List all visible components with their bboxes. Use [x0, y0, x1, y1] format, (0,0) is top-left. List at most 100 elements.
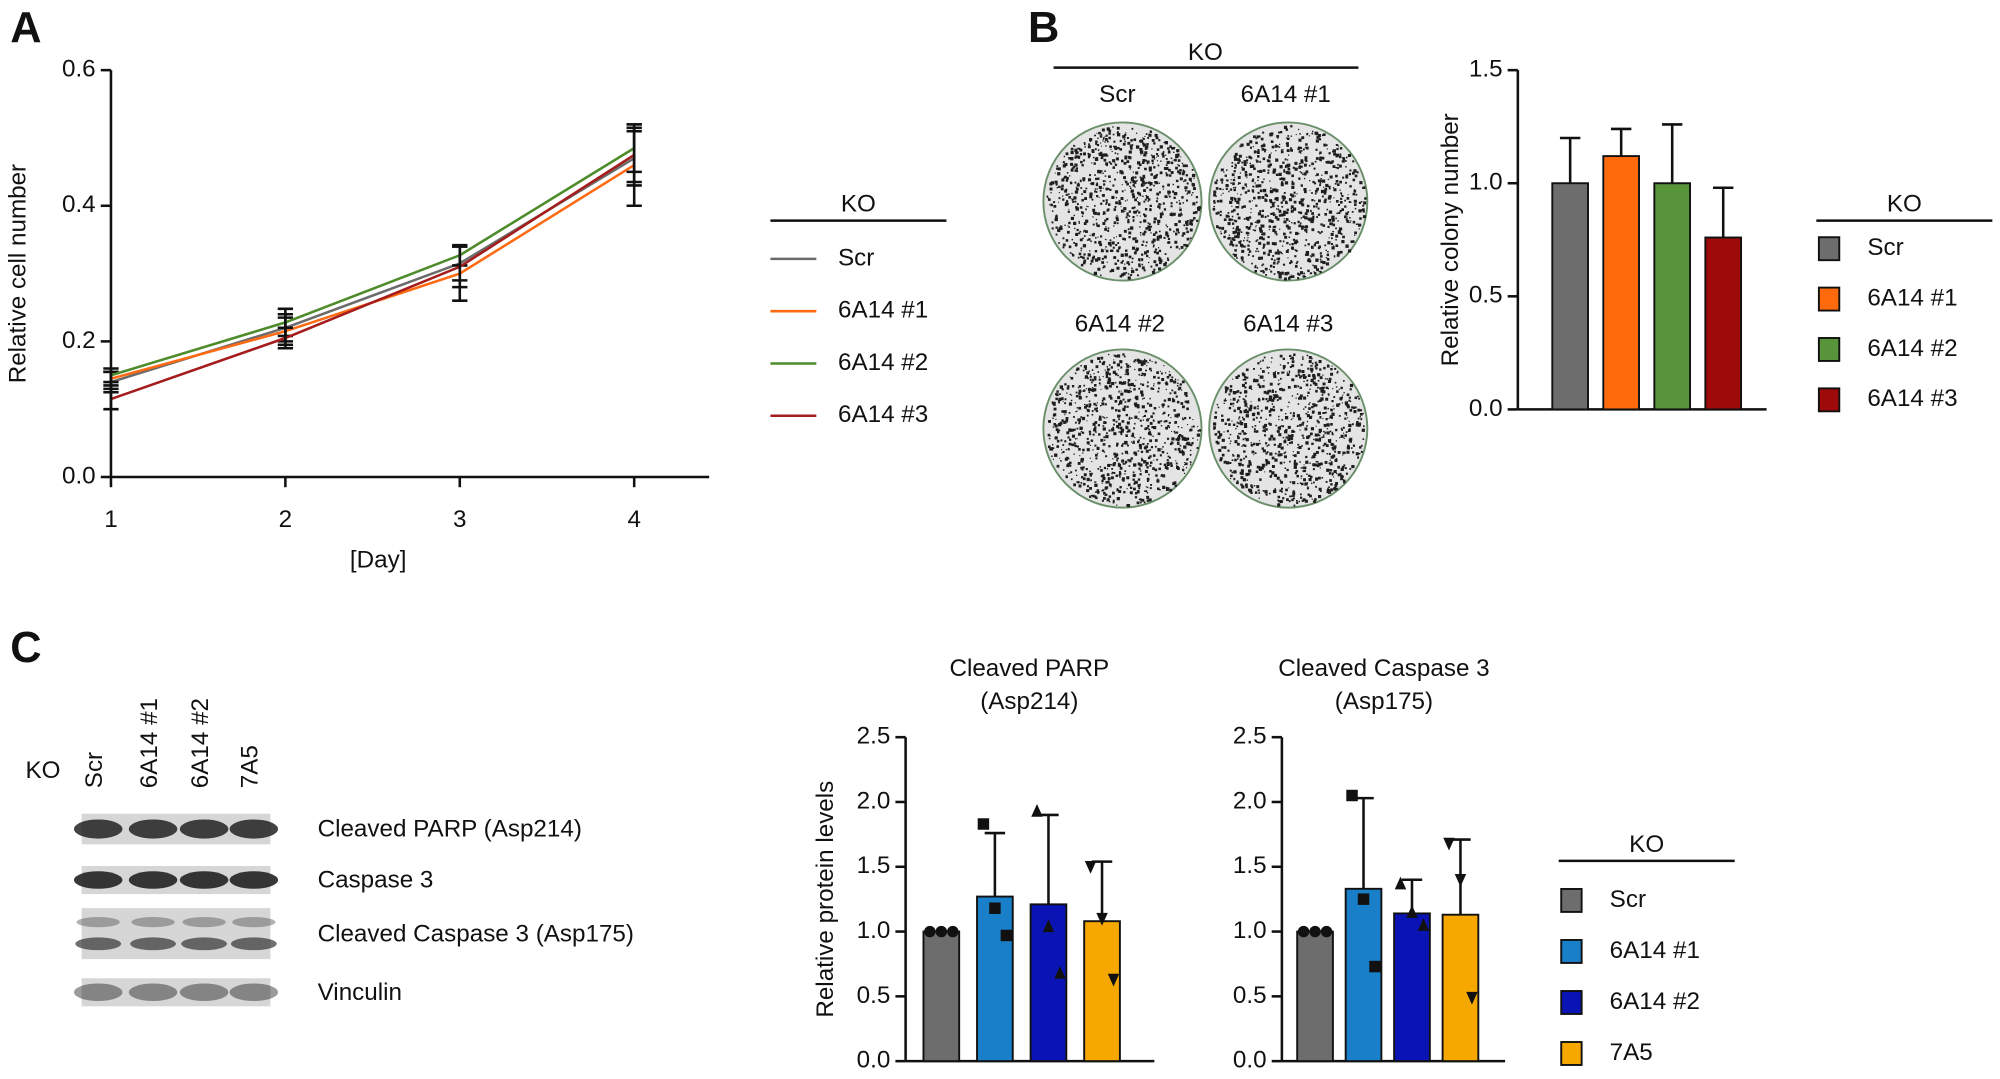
legend-label: Scr [1867, 234, 1903, 261]
bar [922, 930, 961, 1063]
lane-label: Scr [81, 752, 108, 788]
y-tick-label: 0.2 [62, 327, 96, 354]
error-bar [984, 831, 1006, 897]
legend-swatch [1560, 888, 1583, 913]
x-tick-label: 3 [453, 506, 466, 533]
blot-band [179, 871, 229, 889]
legend-swatch [1560, 939, 1583, 964]
blot-band [229, 871, 279, 889]
legend-label: 6A14 #3 [838, 401, 928, 428]
data-point [1042, 919, 1055, 933]
error-bar [103, 367, 119, 384]
well-label: 6A14 #1 [1241, 81, 1331, 108]
y-tick-label: 0.0 [1233, 1047, 1267, 1074]
data-point [977, 818, 990, 830]
colony-header: KO [1188, 39, 1223, 66]
data-point [947, 925, 959, 938]
band-label: Vinculin [318, 979, 402, 1006]
blot-band [179, 983, 229, 1002]
well-label: 6A14 #3 [1243, 311, 1333, 338]
error-bar [626, 126, 642, 184]
error-bar [1713, 186, 1734, 238]
x-tick-label: 1 [104, 506, 117, 533]
band-label: Caspase 3 [318, 867, 434, 894]
data-point [1096, 912, 1108, 926]
y-tick-label: 1.0 [857, 917, 891, 944]
data-point [935, 925, 948, 938]
y-tick-label: 0.0 [62, 462, 96, 489]
blot-band [128, 983, 178, 1002]
y-axis-label: Relative cell number [5, 164, 32, 383]
colonies [1047, 353, 1202, 508]
x-axis-label: [Day] [350, 547, 407, 574]
y-tick-label: 0.5 [1469, 282, 1503, 309]
lane-label: 7A5 [237, 745, 264, 788]
legend-swatch [1560, 990, 1583, 1015]
data-point [1031, 804, 1043, 817]
legend-label: Scr [1610, 886, 1646, 913]
error-bar [103, 387, 119, 411]
error-bar [1559, 136, 1581, 184]
error-bar [1610, 127, 1632, 157]
y-tick-label: 0.0 [1469, 395, 1503, 422]
colonies [1212, 125, 1367, 281]
bar [1653, 182, 1692, 411]
chart-title: Cleaved PARP [949, 655, 1109, 682]
y-tick-label: 0.5 [857, 982, 891, 1009]
data-point [1454, 873, 1467, 887]
bar [1441, 913, 1480, 1063]
data-point [1417, 918, 1430, 931]
blot-band [232, 917, 276, 928]
error-bar [1353, 796, 1374, 889]
panel-label: C [10, 624, 41, 672]
data-point [1297, 925, 1310, 938]
blot-band [73, 819, 123, 839]
legend-title: KO [1629, 831, 1664, 858]
data-point [1054, 966, 1066, 979]
legend-label: 6A14 #2 [1610, 988, 1700, 1015]
blot-band [181, 937, 228, 951]
legend-label: 7A5 [1610, 1039, 1653, 1066]
bar [976, 895, 1014, 1063]
legend-swatch [1817, 286, 1841, 312]
bar [1344, 887, 1383, 1063]
blot-band [130, 937, 177, 951]
data-point [1107, 973, 1120, 987]
error-bar [277, 326, 294, 350]
legend-label: Scr [838, 244, 874, 271]
legend-label: 6A14 #1 [1867, 284, 1957, 311]
data-point [1443, 837, 1455, 851]
data-point [1466, 991, 1478, 1005]
y-tick-label: 1.0 [1469, 169, 1503, 196]
data-point [989, 902, 1001, 914]
y-tick-label: 2.0 [857, 787, 891, 814]
y-axis-label: Relative protein levels [812, 781, 839, 1018]
blot-strip [81, 908, 271, 960]
bar [1393, 912, 1431, 1063]
bar [1029, 903, 1068, 1063]
data-point [1369, 960, 1381, 973]
legend-label: 6A14 #2 [1867, 335, 1957, 362]
blot-band [182, 917, 226, 928]
data-point [1357, 893, 1370, 905]
blot-band [229, 819, 279, 839]
error-bar [1091, 860, 1113, 922]
blot-band [75, 937, 122, 951]
series-line [110, 153, 635, 401]
legend-swatch [1560, 1041, 1583, 1066]
y-tick-label: 2.0 [1233, 787, 1267, 814]
y-tick-label: 2.5 [857, 723, 891, 750]
colony-plate [1042, 121, 1203, 282]
legend-title: KO [841, 191, 876, 218]
y-tick-label: 1.5 [1233, 852, 1267, 879]
legend-swatch [1817, 337, 1841, 362]
panel-label: A [10, 4, 41, 52]
blot-band [229, 983, 279, 1002]
bar [1296, 930, 1334, 1063]
y-tick-label: 0.5 [1233, 982, 1267, 1009]
y-tick-label: 0.0 [857, 1047, 891, 1074]
x-tick-label: 2 [279, 506, 292, 533]
data-point [1394, 876, 1407, 890]
y-axis-label: Relative colony number [1437, 113, 1464, 366]
bar [1602, 155, 1640, 411]
